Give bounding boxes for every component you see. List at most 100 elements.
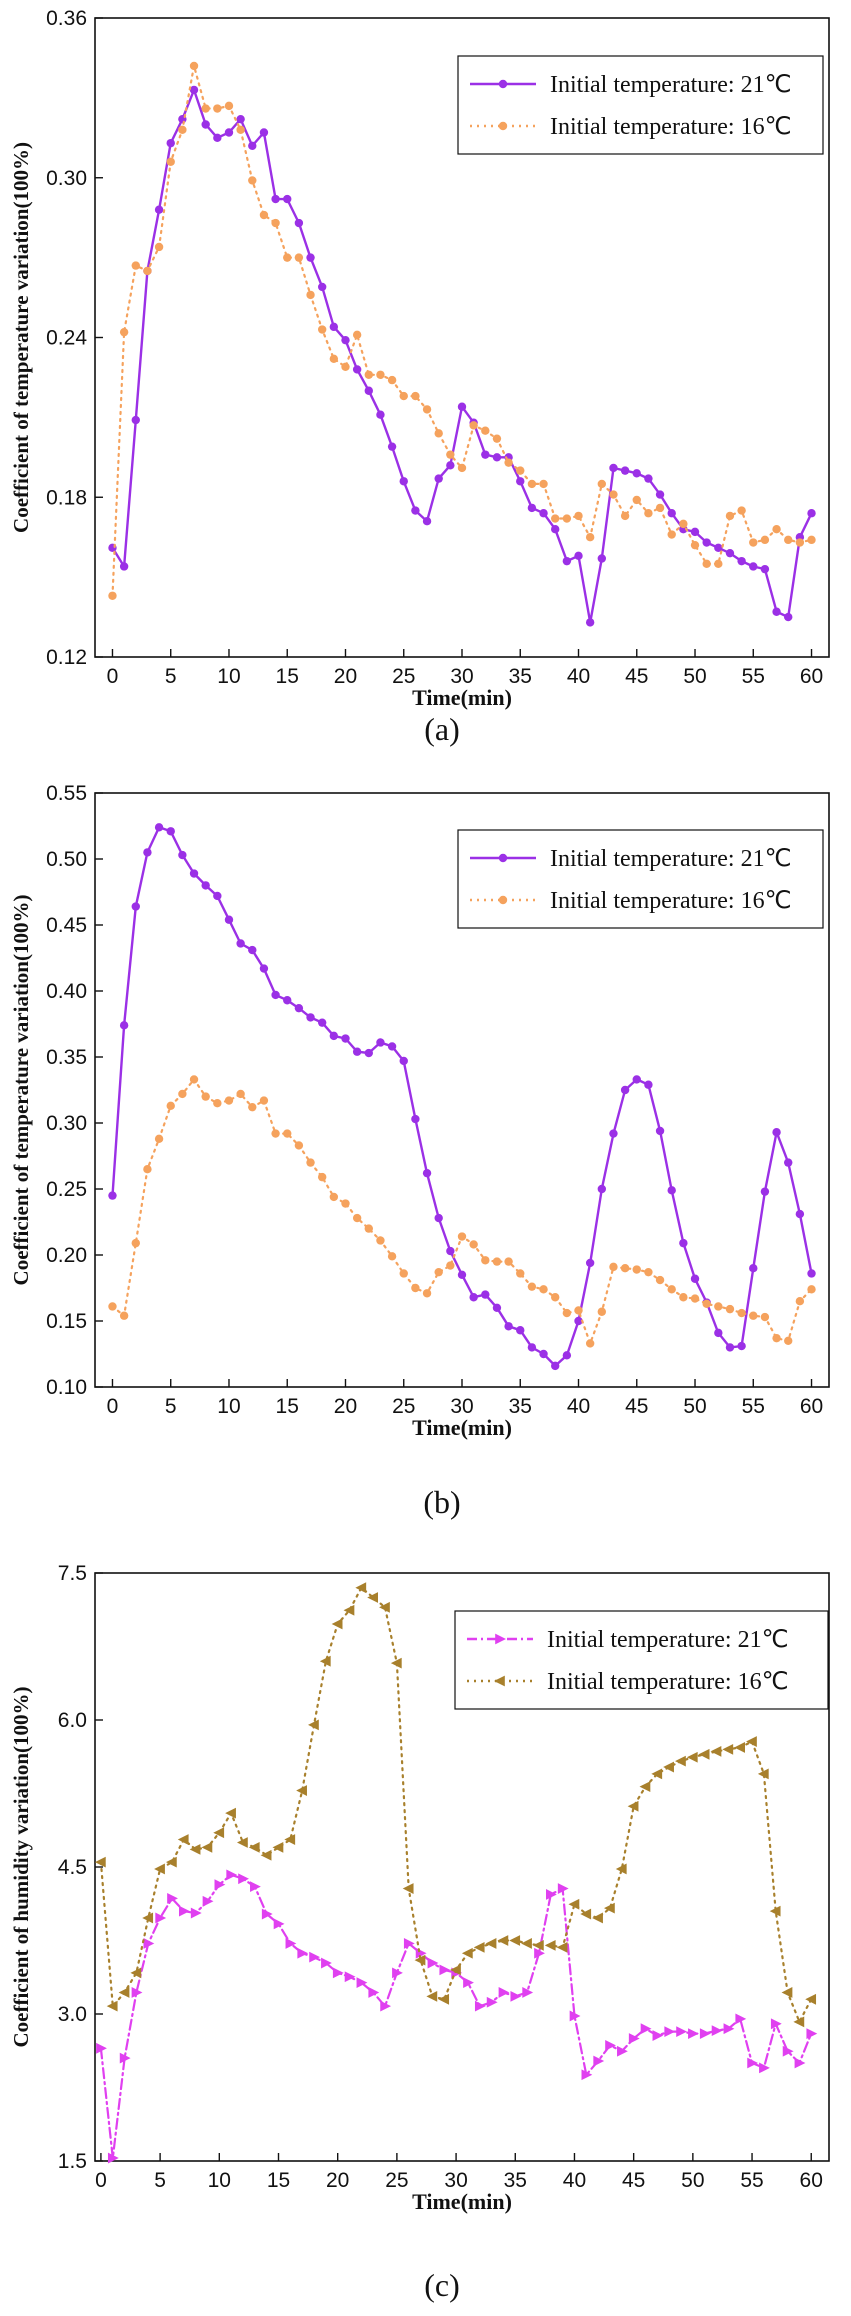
data-point	[772, 1333, 781, 1343]
data-point	[551, 1361, 560, 1371]
data-point	[294, 1141, 304, 1150]
data-point	[236, 125, 245, 135]
data-point	[702, 1299, 711, 1309]
data-point	[794, 2057, 806, 2069]
data-point	[585, 532, 595, 542]
data-point	[446, 461, 455, 470]
data-point	[481, 1290, 490, 1299]
data-point	[283, 1129, 292, 1138]
data-point	[296, 1785, 307, 1796]
data-point	[297, 1947, 309, 1959]
data-point	[367, 1592, 379, 1603]
data-point	[154, 823, 164, 832]
data-point	[620, 466, 630, 475]
data-point	[585, 1339, 595, 1348]
data-point	[527, 1282, 537, 1291]
data-point	[473, 1941, 485, 1953]
x-axis-label: Time(min)	[412, 685, 512, 710]
data-point	[143, 1938, 155, 1949]
data-point	[457, 402, 467, 411]
data-point	[574, 1316, 583, 1326]
data-point	[690, 540, 700, 550]
legend-marker	[498, 853, 508, 863]
data-point	[259, 964, 269, 973]
data-point	[469, 1240, 478, 1249]
data-point	[760, 1312, 770, 1322]
data-point	[725, 1343, 735, 1352]
data-point	[664, 2026, 676, 2038]
data-point	[556, 1941, 568, 1953]
data-point	[510, 1990, 522, 2002]
data-point	[737, 1341, 746, 1351]
data-point	[702, 538, 711, 547]
x-tick-label: 25	[392, 665, 415, 688]
data-point	[387, 1042, 397, 1051]
data-point	[539, 1285, 548, 1294]
data-point	[580, 1908, 592, 1920]
data-point	[143, 848, 152, 857]
data-point	[805, 1993, 817, 2005]
x-tick-label: 15	[276, 665, 299, 688]
data-point	[655, 490, 665, 499]
data-point	[392, 1967, 403, 1979]
y-tick-label: 0.50	[46, 848, 87, 871]
data-point	[379, 1601, 390, 1613]
data-point	[667, 1186, 676, 1195]
data-point	[486, 1996, 498, 2008]
data-point	[632, 1075, 641, 1084]
data-point	[226, 1869, 238, 1881]
y-tick-label: 0.30	[46, 1112, 87, 1135]
data-point	[698, 1748, 710, 1760]
data-point	[166, 827, 175, 836]
data-point	[534, 1947, 545, 1959]
data-point	[236, 1837, 248, 1848]
data-point	[474, 2000, 486, 2012]
data-point	[450, 1964, 461, 1976]
legend-entry: Initial temperature: 21℃	[550, 846, 792, 872]
data-point	[306, 1013, 315, 1022]
data-point	[248, 945, 257, 955]
data-point	[317, 282, 327, 292]
data-point	[784, 1158, 793, 1167]
legend-entry: Initial temperature: 16℃	[550, 114, 792, 140]
data-point	[562, 1308, 572, 1318]
data-point	[545, 1889, 557, 1900]
x-tick-label: 0	[107, 1395, 119, 1418]
data-point	[167, 1892, 178, 1904]
data-point	[609, 490, 618, 499]
data-point	[294, 1003, 304, 1013]
data-point	[411, 506, 420, 515]
data-point	[201, 104, 210, 113]
data-point	[261, 1908, 273, 1920]
data-point	[225, 1807, 236, 1819]
data-point	[399, 1269, 408, 1278]
x-tick-label: 5	[165, 1395, 177, 1418]
data-point	[376, 370, 385, 379]
data-point	[248, 176, 257, 185]
x-tick-label: 40	[563, 2169, 586, 2192]
data-point	[539, 509, 548, 518]
data-point	[272, 1842, 284, 1853]
data-point	[224, 1096, 234, 1105]
data-point	[201, 881, 210, 890]
data-point	[759, 2062, 770, 2074]
data-point	[492, 453, 502, 462]
legend-marker	[494, 1675, 505, 1687]
data-point	[651, 1768, 663, 1780]
data-point	[574, 551, 583, 561]
data-point	[224, 915, 234, 924]
data-point	[250, 1881, 261, 1892]
data-point	[387, 442, 397, 451]
data-point	[376, 1236, 385, 1245]
y-tick-label: 4.5	[58, 1856, 87, 1879]
x-tick-label: 30	[450, 665, 473, 688]
data-point	[271, 990, 280, 1000]
data-point	[581, 2069, 593, 2081]
data-point	[749, 538, 758, 547]
data-point	[772, 607, 781, 616]
data-point	[306, 290, 315, 300]
data-point	[568, 1898, 580, 1910]
data-point	[592, 1912, 603, 1924]
data-point	[119, 327, 129, 337]
series-2	[94, 1582, 817, 2028]
